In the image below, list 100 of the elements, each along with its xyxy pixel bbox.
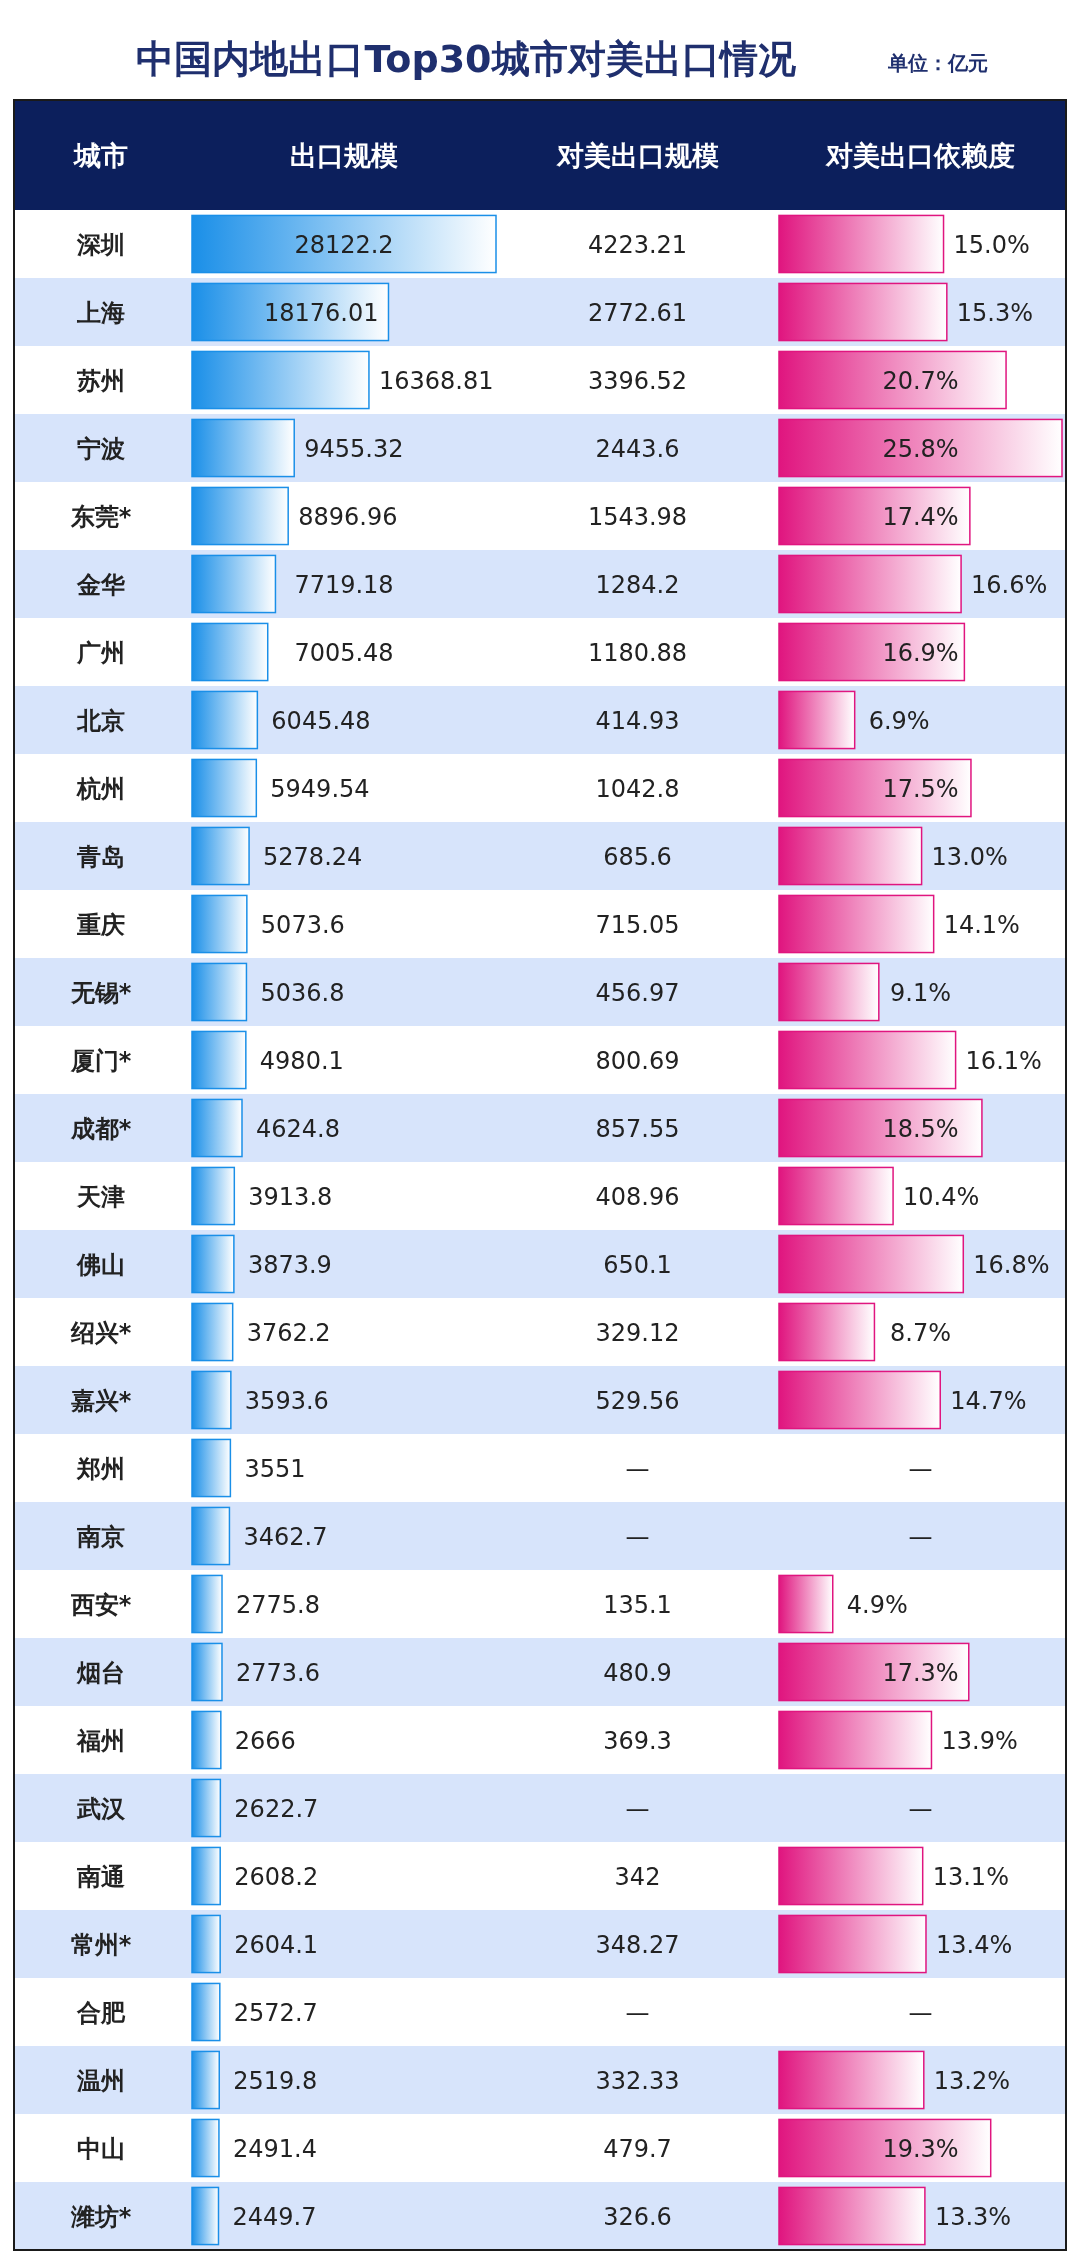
y-tick-label: 厦门*: [69, 1047, 132, 1075]
y-tick-label: 南通: [76, 1863, 125, 1891]
bar: [191, 1914, 221, 1974]
data-label: 17.3%: [882, 1659, 959, 1687]
bar: [778, 1710, 933, 1770]
data-label: 8896.96: [298, 503, 398, 531]
data-label: —: [625, 1795, 650, 1823]
bar: [778, 214, 945, 274]
data-label: 4980.1: [259, 1047, 344, 1075]
y-axis-title: 城市: [73, 140, 128, 171]
data-label: 16.1%: [965, 1047, 1042, 1075]
data-label: 9.1%: [890, 979, 951, 1007]
data-label: 13.3%: [934, 2203, 1012, 2231]
data-label: 329.12: [595, 1319, 680, 1347]
data-label: 17.5%: [882, 775, 959, 803]
bar: [778, 2186, 926, 2246]
data-label: —: [625, 1999, 650, 2027]
data-label: 16.9%: [882, 639, 959, 667]
y-tick-label: 武汉: [76, 1795, 126, 1823]
data-label: 3593.6: [244, 1387, 329, 1415]
bar: [191, 1846, 221, 1906]
bar: [191, 690, 259, 750]
data-label: 13.0%: [931, 843, 1008, 871]
bar: [191, 1030, 247, 1090]
bar: [778, 1370, 941, 1430]
data-label: 4223.21: [587, 231, 688, 259]
y-tick-label: 烟台: [76, 1659, 125, 1687]
bar: [778, 486, 971, 546]
data-label: 5036.8: [260, 979, 345, 1007]
y-tick-label: 重庆: [76, 911, 125, 939]
data-label: 3462.7: [243, 1523, 328, 1551]
text: —: [908, 1455, 933, 1483]
data-label: 1543.98: [587, 503, 688, 531]
data-label: 18176.01: [263, 299, 379, 327]
text: —: [908, 1795, 933, 1823]
data-label: 342: [614, 1863, 661, 1891]
data-label: 5278.24: [263, 843, 363, 871]
y-tick-label: 东莞*: [69, 503, 132, 531]
data-label: 2775.8: [236, 1591, 320, 1619]
y-tick-label: 潍坊*: [69, 2203, 132, 2231]
bar: [191, 1710, 222, 1770]
text: 对美出口规模: [555, 140, 719, 171]
bar: [191, 1642, 223, 1702]
bar: [778, 1914, 927, 1974]
y-tick-label: 天津: [76, 1183, 125, 1211]
bar: [778, 622, 966, 682]
data-label: 19.3%: [882, 2135, 959, 2163]
bar: [778, 1166, 894, 1226]
data-label: 15.0%: [953, 231, 1030, 259]
data-label: 10.4%: [903, 1183, 980, 1211]
data-label: 2604.1: [234, 1931, 319, 1959]
data-label: 18.5%: [882, 1115, 959, 1143]
data-label: 2519.8: [233, 2067, 318, 2095]
data-label: 4.9%: [846, 1591, 908, 1619]
data-label: 2572.7: [233, 1999, 318, 2027]
bar: [191, 894, 248, 954]
y-tick-label: 上海: [76, 299, 125, 327]
bar: [778, 350, 1007, 410]
bar: [778, 1234, 965, 1294]
bar: [191, 1438, 232, 1498]
data-label: 3762.2: [246, 1319, 331, 1347]
data-label: 2608.2: [234, 1863, 319, 1891]
data-label: 480.9: [603, 1659, 672, 1687]
y-tick-label: 温州: [76, 2067, 125, 2095]
data-label: 414.93: [595, 707, 680, 735]
bar: [191, 486, 289, 546]
y-tick-label: 常州*: [70, 1931, 132, 1959]
data-label: 3396.52: [587, 367, 688, 395]
y-tick-label: 西安*: [69, 1591, 132, 1619]
text: —: [908, 1523, 933, 1551]
data-label: 14.7%: [950, 1387, 1027, 1415]
data-label: 2491.4: [232, 2135, 317, 2163]
data-label: 13.1%: [932, 1863, 1009, 1891]
bar: [191, 826, 250, 886]
data-label: 3873.9: [247, 1251, 332, 1279]
bar: [778, 690, 856, 750]
y-tick-label: 北京: [76, 707, 125, 735]
data-label: 1042.8: [595, 775, 680, 803]
bar: [191, 1166, 236, 1226]
bar: [191, 418, 295, 478]
bar: [778, 282, 948, 342]
bar: [191, 2118, 220, 2178]
data-label: 135.1: [603, 1591, 672, 1619]
bar: [778, 1846, 924, 1906]
data-label: 3913.8: [248, 1183, 333, 1211]
data-label: 2449.7: [232, 2203, 317, 2231]
bar: [778, 962, 880, 1022]
bar: [191, 214, 497, 274]
data-label: 800.69: [595, 1047, 680, 1075]
data-label: —: [625, 1523, 650, 1551]
chart-title: 中国内地出口Top30城市对美出口情况: [136, 37, 796, 81]
data-label: 2666: [234, 1727, 296, 1755]
data-label: 8.7%: [890, 1319, 951, 1347]
bar: [191, 1778, 222, 1838]
bar: [191, 1302, 234, 1362]
data-label: 529.56: [595, 1387, 680, 1415]
bar: [191, 1098, 243, 1158]
bar: [778, 2118, 992, 2178]
data-label: 16.6%: [971, 571, 1048, 599]
data-label: 2622.7: [234, 1795, 319, 1823]
